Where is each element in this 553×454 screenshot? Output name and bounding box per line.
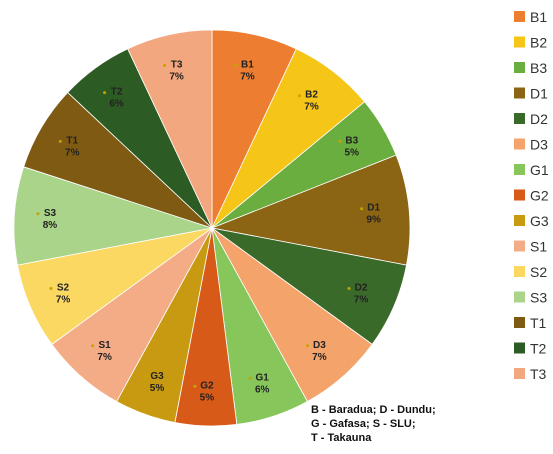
legend-label-t3: T3 [530, 366, 547, 382]
legend-label-s1: S1 [530, 239, 547, 255]
data-label-name-g1: G1 [256, 372, 270, 383]
data-label-value-b2: 7% [304, 102, 319, 113]
label-marker-s1 [91, 344, 95, 348]
legend-swatch-g2 [514, 189, 525, 201]
legend-swatch-b1 [514, 11, 525, 22]
data-label-name-s1: S1 [99, 340, 112, 351]
label-marker-g2 [193, 384, 197, 388]
legend-label-b2: B2 [530, 35, 547, 51]
pie-slice-s3 [13, 166, 213, 266]
data-label-value-t2: 6% [109, 99, 124, 110]
pie-slice-t3 [127, 29, 213, 229]
data-label-name-b1: B1 [241, 60, 254, 71]
legend-label-s3: S3 [530, 290, 547, 306]
legend-swatch-g1 [514, 164, 525, 175]
data-label-value-t3: 7% [169, 72, 184, 83]
legend-swatch-s1 [514, 240, 525, 252]
legend-swatch-t1 [514, 317, 525, 328]
data-label-name-d2: D2 [355, 282, 368, 293]
label-marker-d1 [360, 207, 364, 211]
label-marker-t1 [58, 139, 62, 143]
note-line-2: G - Gafasa; S - SLU; [311, 418, 416, 430]
legend-label-b1: B1 [530, 9, 547, 25]
data-label-name-t2: T2 [111, 87, 123, 98]
legend-swatch-d2 [514, 113, 525, 124]
legend-swatch-g3 [514, 215, 525, 226]
data-label-value-g1: 6% [255, 384, 270, 395]
data-label-name-s3: S3 [44, 208, 57, 219]
data-label-name-b3: B3 [345, 135, 358, 146]
legend-label-d2: D2 [530, 111, 548, 127]
legend-swatch-t3 [514, 368, 525, 379]
pie-slice-d1 [210, 154, 411, 266]
data-label-value-s3: 8% [43, 220, 58, 231]
legend-label-t2: T2 [530, 341, 547, 357]
site-abbreviation-note: B - Baradua; D - Dundu; G - Gafasa; S - … [311, 404, 436, 444]
label-marker-d3 [305, 344, 309, 348]
legend-label-g2: G2 [530, 188, 549, 204]
label-marker-d2 [347, 286, 351, 290]
data-label-value-d2: 7% [354, 294, 369, 305]
legend-label-d1: D1 [530, 86, 548, 102]
data-label-value-b1: 7% [240, 72, 255, 83]
legend-label-d3: D3 [530, 137, 548, 153]
label-marker-s2 [49, 286, 53, 290]
label-marker-t2 [103, 91, 107, 95]
label-marker-b2 [298, 94, 302, 98]
legend-label-s2: S2 [530, 264, 547, 280]
data-label-name-t3: T3 [171, 60, 183, 71]
data-label-value-d3: 7% [312, 352, 327, 363]
label-marker-t3 [163, 64, 167, 68]
label-marker-g1 [248, 376, 252, 380]
note-line-1: B - Baradua; D - Dundu; [311, 404, 436, 416]
data-label-name-g3: G3 [150, 371, 164, 382]
legend-swatch-t2 [514, 342, 525, 354]
legend-swatch-b2 [514, 36, 525, 48]
legend-swatch-s3 [514, 291, 525, 303]
data-label-name-s2: S2 [57, 282, 70, 293]
pie-slices [13, 29, 411, 427]
legend-label-b3: B3 [530, 60, 547, 76]
legend-label-g1: G1 [530, 162, 549, 178]
label-marker-b3 [338, 139, 342, 143]
data-label-value-d1: 9% [366, 215, 381, 226]
legend: B1 B2 B3 D1 D2 D3 G1 G2 G3 S1 S2 S3 T1 T2 T3 [514, 9, 549, 382]
data-label-value-s2: 7% [56, 294, 71, 305]
data-label-value-t1: 7% [65, 147, 80, 158]
data-label-name-d1: D1 [367, 203, 380, 214]
legend-swatch-d3 [514, 138, 525, 150]
data-label-value-g3: 5% [150, 383, 165, 394]
data-label-value-s1: 7% [97, 352, 112, 363]
data-label-name-d3: D3 [313, 340, 326, 351]
pie-data-labels: B17%B27%B35%D19%D27%D37%G16%G25%G35%S17%… [36, 60, 381, 403]
data-label-value-g2: 5% [200, 392, 215, 403]
data-label-value-b3: 5% [345, 147, 360, 158]
legend-swatch-s2 [514, 266, 525, 277]
data-label-name-b2: B2 [305, 90, 318, 101]
legend-label-g3: G3 [530, 213, 549, 229]
label-marker-b1 [233, 64, 237, 68]
legend-swatch-b3 [514, 62, 525, 73]
legend-swatch-d1 [514, 87, 525, 99]
label-marker-s3 [36, 212, 40, 216]
label-marker-g3 [143, 375, 147, 379]
legend-label-t1: T1 [530, 315, 547, 331]
data-label-name-t1: T1 [66, 135, 78, 146]
note-line-3: T - Takauna [311, 432, 372, 444]
data-label-name-g2: G2 [200, 380, 214, 391]
